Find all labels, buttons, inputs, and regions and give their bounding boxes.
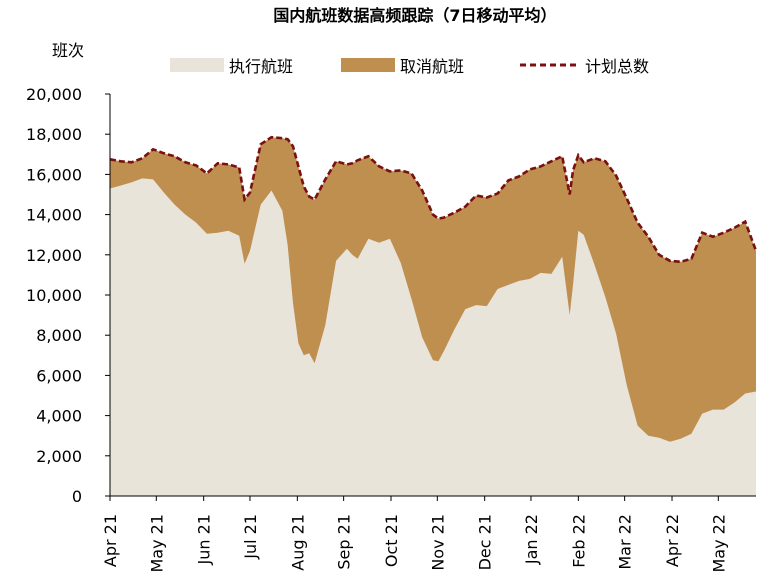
x-tick-label: May 21 [147, 514, 166, 573]
x-tick-label: Sep 21 [335, 514, 354, 570]
y-tick-label: 14,000 [26, 206, 82, 225]
executed-area [110, 178, 756, 496]
chart-title: 国内航班数据高频跟踪（7日移动平均） [273, 6, 556, 25]
x-axis: Apr 21 May 21 Jun 21 Jul 21 Aug 21 Sep 21 Oct … [101, 495, 756, 573]
plot-area [109, 135, 758, 496]
x-tick-label: Oct 21 [382, 514, 401, 567]
x-tick-label: Dec 21 [476, 514, 495, 570]
x-tick-label: Jun 21 [195, 514, 214, 565]
y-tick-label: 18,000 [26, 125, 82, 144]
x-tick-label: Feb 22 [569, 514, 588, 568]
x-tick-label: Jul 21 [241, 514, 260, 560]
legend-label-cancelled: 取消航班 [400, 57, 464, 76]
x-tick-label: May 22 [709, 514, 728, 573]
y-tick-label: 8,000 [36, 326, 82, 345]
x-tick-label: Nov 21 [428, 514, 447, 571]
y-tick-label: 12,000 [26, 246, 82, 265]
y-axis-label: 班次 [52, 41, 84, 60]
legend-swatch-executed [170, 58, 224, 72]
x-tick-label: Jan 22 [522, 514, 541, 565]
x-tick-label: Apr 22 [663, 514, 682, 567]
y-axis: 0 2,000 4,000 6,000 8,000 10,000 12,000 14,000 1… [26, 85, 111, 506]
planned-line [109, 135, 758, 264]
y-tick-label: 6,000 [36, 366, 82, 385]
y-tick-label: 10,000 [26, 286, 82, 305]
y-tick-label: 16,000 [26, 165, 82, 184]
legend-label-executed: 执行航班 [229, 57, 293, 76]
y-tick-label: 4,000 [36, 407, 82, 426]
legend-label-planned: 计划总数 [585, 57, 649, 76]
legend-swatch-cancelled [341, 58, 395, 72]
y-tick-label: 20,000 [26, 85, 82, 104]
x-tick-label: Mar 22 [616, 514, 635, 570]
x-tick-label: Aug 21 [288, 514, 307, 571]
y-tick-label: 2,000 [36, 447, 82, 466]
y-tick-label: 0 [72, 487, 82, 506]
legend: 执行航班 取消航班 计划总数 [170, 57, 649, 76]
x-tick-label: Apr 21 [101, 514, 120, 567]
